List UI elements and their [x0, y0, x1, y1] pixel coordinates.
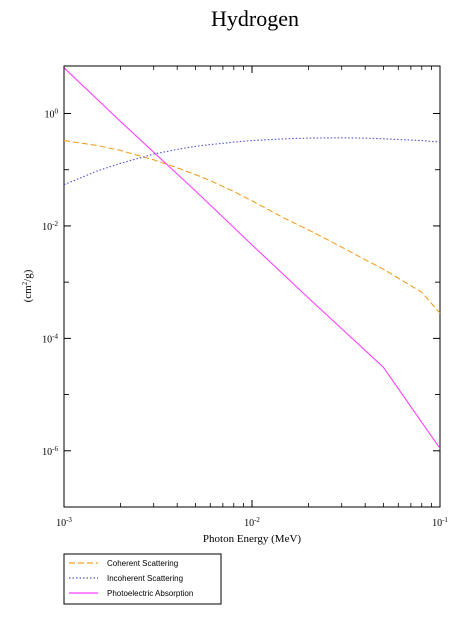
y-tick-label-3: 10-4 — [42, 332, 58, 345]
y-tick-label-1: 100 — [45, 108, 59, 121]
y-tick-label-4: 10-6 — [42, 445, 58, 458]
series-line-3 — [63, 67, 441, 449]
x-tick-label-1-exp: -3 — [66, 516, 72, 524]
chart-title: Hydrogen — [211, 6, 299, 31]
x-tick-label-1: 10-3 — [56, 516, 72, 529]
y-tick-label-2: 10-2 — [42, 220, 58, 233]
y-tick-label-2-base: 10 — [42, 222, 52, 233]
y-tick-label-1-exp: 0 — [55, 108, 59, 116]
x-tick-label-2-exp: -2 — [254, 516, 260, 524]
y-axis-label-base: (cm — [22, 285, 34, 303]
legend: Coherent Scattering Incoherent Scattering… — [63, 553, 222, 605]
series-line-1 — [63, 140, 441, 314]
y-tick-label-2-exp: -2 — [52, 220, 58, 228]
legend-label-3: Photoelectric Absorption — [107, 589, 193, 598]
legend-items: Coherent Scattering Incoherent Scattering… — [69, 559, 193, 598]
series-line-2 — [63, 137, 441, 186]
y-tick-label-1-base: 10 — [45, 110, 55, 121]
x-tick-label-2-base: 10 — [244, 518, 254, 529]
x-tick-label-1-base: 10 — [56, 518, 66, 529]
x-tick-label-3-exp: -1 — [442, 516, 448, 524]
legend-box — [63, 553, 222, 605]
y-tick-label-4-base: 10 — [42, 447, 52, 458]
y-axis-label-exp: 2 — [21, 281, 29, 285]
y-tick-label-3-base: 10 — [42, 334, 52, 345]
x-tick-label-3: 10-1 — [432, 516, 448, 529]
x-axis-ticks: 10-3 10-2 10-1 — [56, 66, 448, 529]
x-tick-label-2: 10-2 — [244, 516, 260, 529]
y-tick-label-3-exp: -4 — [52, 332, 58, 340]
x-axis-label: Photon Energy (MeV) — [203, 533, 302, 545]
plot-frame — [63, 65, 441, 508]
legend-label-2: Incoherent Scattering — [107, 574, 183, 583]
x-tick-label-3-base: 10 — [432, 518, 442, 529]
y-axis-label: (cm2/g) — [21, 269, 34, 302]
legend-label-1: Coherent Scattering — [107, 559, 178, 568]
series-layer — [63, 67, 441, 449]
y-axis-label-tail: /g) — [22, 269, 34, 282]
y-tick-label-4-exp: -6 — [52, 445, 58, 453]
